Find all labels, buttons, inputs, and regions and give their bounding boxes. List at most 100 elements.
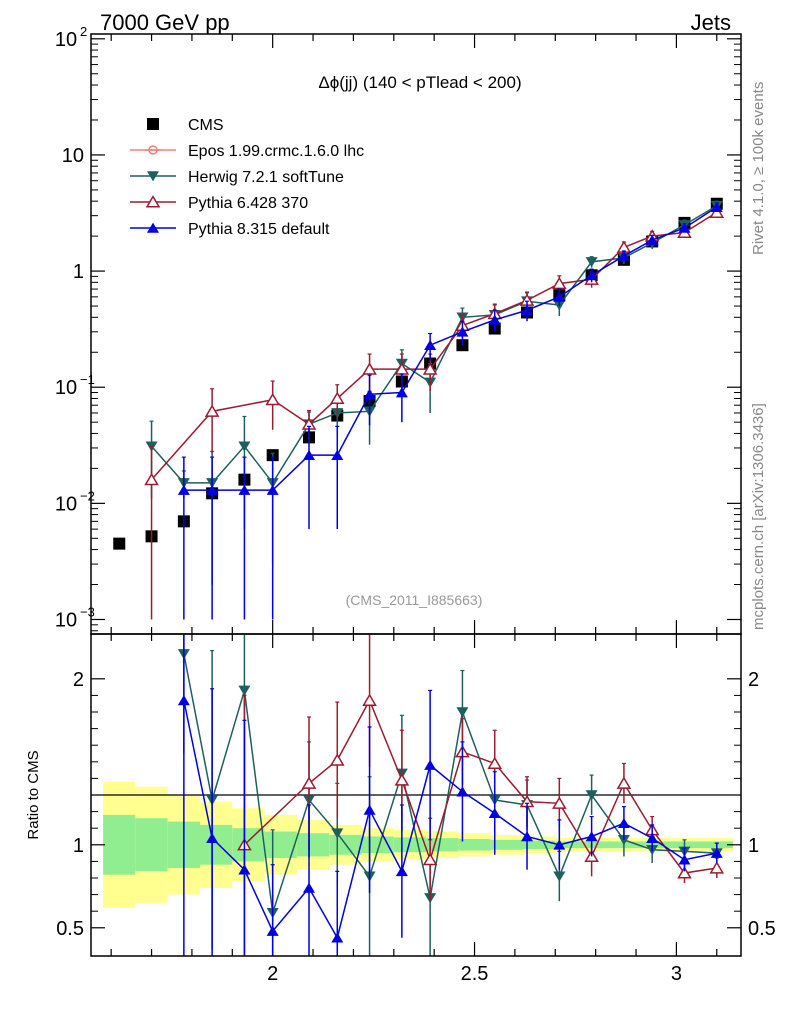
ratio-point-pythia-1 — [709, 861, 725, 874]
ratio-ytick-label: 0.5 — [56, 918, 84, 940]
data-point-pythia-3 — [329, 391, 345, 405]
ratio-ytick-label: 2 — [73, 669, 84, 691]
ratio-point-pythia-1 — [552, 796, 567, 809]
ratio-point-pythia-2 — [646, 832, 659, 843]
ratio-point-pythia-1 — [487, 756, 503, 770]
ratio-point-herwig-0 — [238, 685, 251, 696]
data-point-pythia-4 — [646, 234, 659, 245]
ratio-point-herwig-0 — [331, 828, 344, 839]
mcplots-label: mcplots.cern.ch [arXiv:1306.3436] — [750, 403, 767, 630]
main-ytick-label-exponent: −1 — [80, 372, 95, 387]
legend-marker-pythia-4 — [147, 222, 159, 233]
ratio-point-pythia-2 — [177, 694, 190, 706]
ratio-point-pythia-2 — [206, 832, 219, 843]
header-left: 7000 GeV pp — [100, 10, 230, 35]
ratio-panel: 2 2 1 1 0.5 0.5 2 2.5 3 Ratio to CMS — [25, 633, 776, 985]
data-point-pythia-4 — [424, 339, 437, 351]
ratio-point-pythia-1 — [329, 753, 345, 766]
ratio-frame — [90, 633, 742, 957]
data-point-pythia-4 — [585, 269, 598, 281]
data-point-pythia-3 — [265, 392, 280, 406]
data-point-pythia-3 — [144, 472, 159, 486]
data-point-pythia-4 — [266, 484, 279, 495]
band-inner-bin — [103, 814, 136, 875]
legend-marker-pythia-3 — [145, 195, 161, 208]
ratio-point-pythia-1 — [362, 693, 377, 706]
data-point-pythia-4 — [521, 304, 534, 316]
main-ytick-label: 10 — [55, 29, 77, 51]
legend-marker-herwig-2 — [147, 171, 159, 182]
band-inner-bin — [684, 841, 733, 849]
ratio-point-pythia-2 — [266, 925, 279, 936]
main-ytick-label: 10 — [55, 377, 77, 399]
band-inner-bin — [200, 824, 233, 865]
ratio-axis-ticks: 2 2 1 1 0.5 0.5 2 2.5 3 — [56, 634, 776, 985]
ratio-point-pythia-1 — [677, 866, 692, 879]
legend-label-pythia-4: Pythia 8.315 default — [188, 221, 330, 238]
main-series-layer — [113, 197, 725, 620]
data-point-pythia-4 — [331, 449, 344, 460]
ratio-point-pythia-1 — [616, 776, 632, 789]
data-point-pythia-4 — [177, 484, 190, 495]
legend-label-herwig-2: Herwig 7.2.1 softTune — [188, 169, 344, 186]
band-inner-bin — [296, 833, 330, 857]
band-inner-bin — [135, 818, 168, 872]
band-inner-bin — [652, 841, 685, 849]
ratio-point-pythia-2 — [553, 839, 566, 850]
ratio-ytick-label-right: 1 — [748, 835, 759, 857]
data-point-pythia-4 — [456, 326, 469, 337]
data-point-pythia-3 — [422, 362, 438, 375]
data-point-pythia-4 — [238, 484, 251, 495]
data-point-pythia-4 — [710, 201, 723, 212]
series-line-pythia-3 — [150, 211, 718, 481]
series-line-pythia-4 — [183, 206, 718, 491]
ratio-point-pythia-2 — [331, 932, 344, 943]
ratio-point-pythia-2 — [678, 854, 691, 865]
main-ytick-label: 1 — [73, 261, 84, 283]
data-point-pythia-4 — [303, 449, 316, 460]
header-right: Jets — [691, 10, 731, 35]
band-inner-bin — [522, 840, 556, 849]
ratio-point-pythia-1 — [394, 773, 410, 786]
ratio-xtick-label: 2 — [267, 963, 278, 985]
band-inner-bin — [458, 838, 491, 851]
rivet-label: Rivet 4.1.0, ≥ 100k events — [750, 82, 767, 255]
main-ytick-label: 10 — [55, 609, 77, 631]
data-point-pythia-4 — [395, 387, 408, 398]
main-ytick-label-exponent: −3 — [80, 604, 95, 619]
data-point-pythia-4 — [488, 314, 501, 325]
ratio-point-herwig-0 — [585, 790, 598, 801]
ratio-point-pythia-2 — [617, 817, 630, 829]
data-point-herwig-2 — [238, 441, 251, 452]
main-title: Δϕ(jj) (140 < pTlead < 200) — [318, 73, 521, 92]
ratio-point-pythia-2 — [303, 882, 316, 893]
ratio-point-pythia-2 — [238, 864, 251, 875]
ratio-point-pythia-1 — [422, 852, 438, 866]
main-ytick-label-exponent: −2 — [80, 488, 95, 503]
data-point-cms-0 — [113, 537, 126, 550]
ratio-point-herwig-0 — [617, 835, 630, 846]
legend-label-epos-1: Epos 1.99.crmc.1.6.0 lhc — [188, 143, 364, 160]
ratio-point-pythia-2 — [488, 807, 501, 819]
ratio-point-pythia-2 — [395, 865, 408, 877]
legend-label-pythia-3: Pythia 6.428 370 — [188, 195, 308, 212]
ratio-point-herwig-0 — [456, 707, 469, 718]
ratio-point-pythia-1 — [301, 776, 317, 789]
ratio-ytick-label-right: 0.5 — [748, 918, 776, 940]
ratio-point-pythia-2 — [521, 831, 534, 842]
legend-label-cms-0: CMS — [188, 117, 224, 134]
main-ytick-label-exponent: 2 — [80, 24, 87, 39]
ratio-point-herwig-0 — [553, 871, 566, 882]
main-ytick-label: 10 — [62, 145, 84, 167]
data-point-pythia-3 — [709, 205, 725, 218]
data-point-pythia-4 — [553, 291, 566, 302]
ratio-ytick-label: 1 — [73, 835, 84, 857]
ratio-point-pythia-2 — [585, 831, 598, 842]
watermark: (CMS_2011_I885663) — [346, 592, 483, 608]
data-point-pythia-3 — [552, 276, 567, 290]
legend-marker-cms-0 — [147, 118, 159, 130]
main-ytick-label: 10 — [55, 493, 77, 515]
